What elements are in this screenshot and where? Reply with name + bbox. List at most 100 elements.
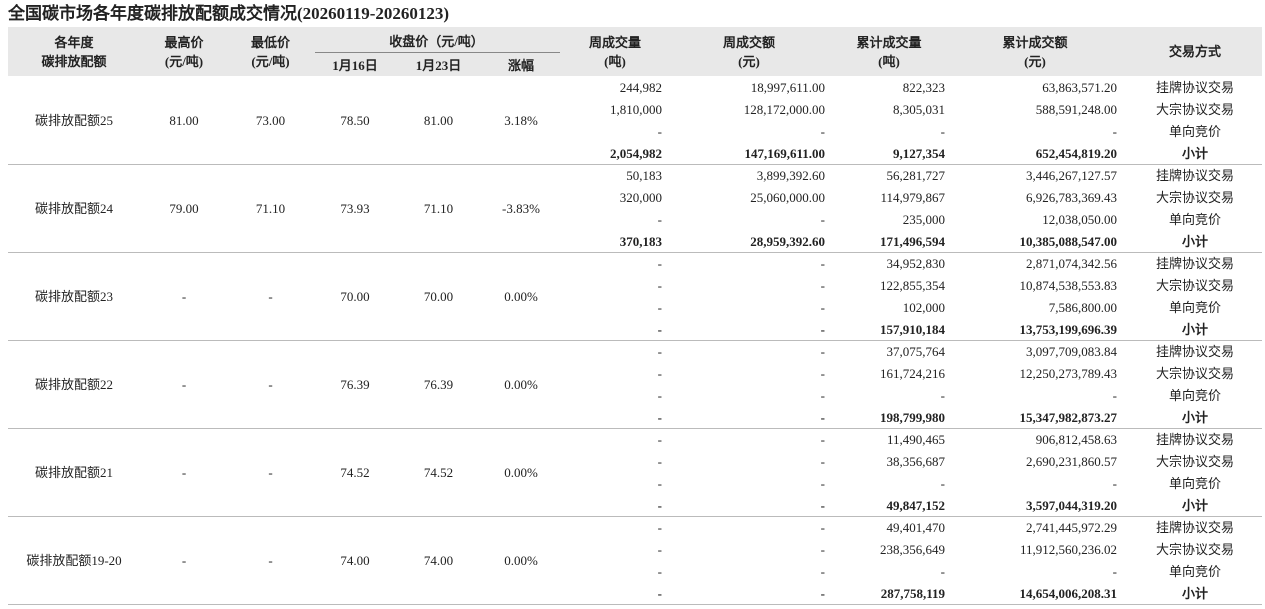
cell: -: [820, 300, 825, 315]
cell: 2,871,074,342.56: [1026, 256, 1117, 271]
cell: 3,097,709,083.84: [1026, 344, 1117, 359]
cell: -: [657, 366, 662, 381]
header-cell: 周成交额: [722, 35, 775, 50]
cell: 大宗协议交易: [1155, 278, 1234, 293]
header-bg: [8, 27, 1262, 76]
cell: 74.52: [340, 465, 370, 480]
cell: -: [1112, 124, 1117, 139]
cell: 822,323: [902, 80, 945, 95]
cell: -: [181, 465, 187, 480]
cell: -: [940, 476, 945, 491]
cell: 906,812,458.63: [1035, 432, 1117, 447]
cell: 11,490,465: [886, 432, 945, 447]
cell: 8,305,031: [893, 102, 945, 117]
cell: 碳排放配额25: [34, 113, 113, 128]
cell: 挂牌协议交易: [1155, 168, 1234, 183]
cell: 71.10: [255, 201, 286, 216]
cell: -: [820, 542, 825, 557]
cell: -: [820, 124, 825, 139]
cell: 挂牌协议交易: [1155, 80, 1234, 95]
cell: -: [820, 454, 825, 469]
cell: -: [657, 432, 662, 447]
cell: 78.50: [340, 113, 370, 128]
cell: 122,855,354: [880, 278, 945, 293]
title: 全国碳市场各年度碳排放配额成交情况(20260119-20260123): [8, 4, 450, 23]
header-cell: 交易方式: [1168, 44, 1221, 59]
cell: -: [657, 454, 662, 469]
cell: -: [820, 212, 825, 227]
cell: 2,690,231,860.57: [1026, 454, 1117, 469]
header-cell: 最高价: [164, 35, 204, 50]
cell: 碳排放配额23: [34, 289, 113, 304]
cell: 大宗协议交易: [1155, 542, 1234, 557]
header-cell: (元): [738, 54, 760, 69]
group-separator: [8, 164, 1262, 165]
cell: 244,982: [619, 80, 662, 95]
header-cell: (元): [1024, 54, 1046, 69]
cell: 大宗协议交易: [1155, 366, 1234, 381]
header-cell: (吨): [604, 54, 626, 69]
header-cell: (元/吨): [251, 54, 290, 69]
subtotal-cell: 13,753,199,696.39: [1019, 322, 1118, 337]
subtotal-cell: 2,054,982: [610, 146, 662, 161]
cell: 79.00: [169, 201, 199, 216]
cell: -: [820, 388, 825, 403]
cell: -: [940, 388, 945, 403]
subtotal-cell: 小计: [1181, 498, 1208, 513]
cell: 单向竞价: [1168, 476, 1221, 491]
subtotal-cell: -: [820, 410, 825, 425]
cell: 单向竞价: [1168, 388, 1221, 403]
subtotal-cell: 370,183: [619, 234, 662, 249]
cell: 114,979,867: [880, 190, 945, 205]
cell: 71.10: [423, 201, 454, 216]
cell: -: [657, 124, 662, 139]
cell: 34,952,830: [886, 256, 946, 271]
cell: 73.00: [255, 113, 286, 128]
cell: -: [657, 476, 662, 491]
subtotal-cell: -: [657, 586, 662, 601]
cell: -3.83%: [502, 201, 540, 216]
cell: 0.00%: [504, 289, 538, 304]
cell: 3.18%: [504, 113, 538, 128]
cell: 588,591,248.00: [1035, 102, 1117, 117]
cell: -: [657, 300, 662, 315]
cell: 11,912,560,236.02: [1019, 542, 1117, 557]
header-cell: 累计成交额: [1002, 35, 1068, 50]
cell: -: [657, 564, 662, 579]
header-cell: 涨幅: [507, 58, 534, 73]
cell: 6,926,783,369.43: [1026, 190, 1117, 205]
subtotal-cell: 287,758,119: [880, 586, 945, 601]
subtotal-cell: 9,127,354: [893, 146, 945, 161]
cell: 3,446,267,127.57: [1026, 168, 1117, 183]
subtotal-cell: -: [657, 498, 662, 513]
subtotal-cell: 652,454,819.20: [1035, 146, 1117, 161]
cell: -: [820, 520, 825, 535]
cell: 49,401,470: [886, 520, 946, 535]
cell: 161,724,216: [880, 366, 945, 381]
cell: 63,863,571.20: [1042, 80, 1117, 95]
cell: 7,586,800.00: [1048, 300, 1117, 315]
cell: -: [1112, 476, 1117, 491]
cell: -: [940, 564, 945, 579]
subtotal-cell: -: [820, 498, 825, 513]
header-cell: 各年度: [54, 35, 94, 50]
cell: 76.39: [340, 377, 370, 392]
cell: -: [1112, 388, 1117, 403]
subtotal-cell: 15,347,982,873.27: [1019, 410, 1118, 425]
header-cell: 最低价: [250, 35, 290, 50]
group-separator: [8, 604, 1262, 605]
cell: 81.00: [169, 113, 199, 128]
cell: -: [657, 344, 662, 359]
cell: 单向竞价: [1168, 564, 1221, 579]
cell: 单向竞价: [1168, 124, 1221, 139]
header-cell: 1月16日: [332, 58, 378, 73]
group-separator: [8, 516, 1262, 517]
cell: -: [657, 542, 662, 557]
subtotal-cell: -: [820, 586, 825, 601]
cell: -: [657, 212, 662, 227]
cell: -: [820, 476, 825, 491]
cell: -: [820, 432, 825, 447]
cell: 25,060,000.00: [750, 190, 825, 205]
header-cell: 周成交量: [588, 35, 641, 50]
